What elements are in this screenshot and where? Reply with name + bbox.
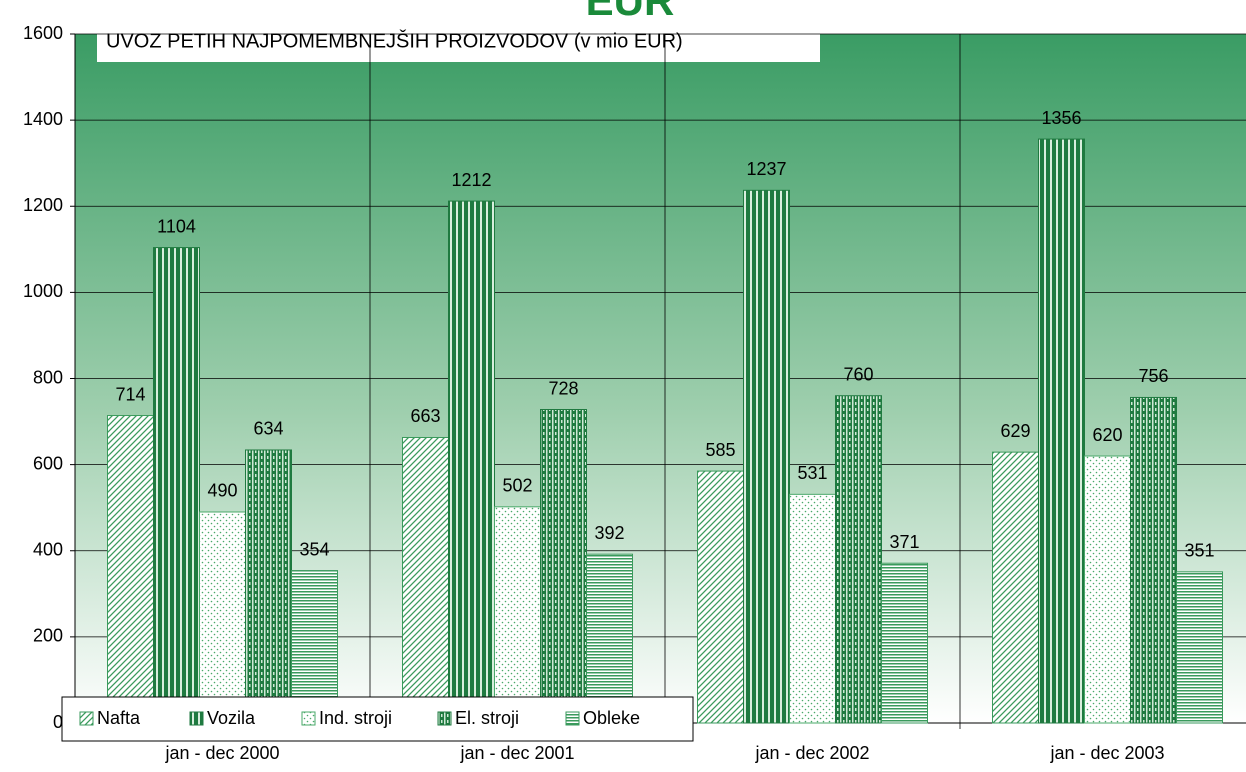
data-label: 351 <box>1184 541 1214 561</box>
y-tick-label: 1200 <box>23 195 63 215</box>
x-tick-label: jan - dec 2000 <box>164 743 279 763</box>
data-label: 1104 <box>157 216 196 236</box>
bar <box>107 415 154 724</box>
data-label: 629 <box>1000 421 1030 441</box>
legend-swatch <box>189 711 204 726</box>
bar <box>835 395 882 724</box>
x-tick-label: jan - dec 2002 <box>754 743 869 763</box>
bar <box>245 449 292 724</box>
legend-box <box>61 696 694 742</box>
x-tick-label: jan - dec 2003 <box>1049 743 1164 763</box>
y-tick-label: 400 <box>33 540 63 560</box>
subtitle-box <box>97 20 820 62</box>
bar <box>1084 455 1131 724</box>
legend-swatch <box>79 711 94 726</box>
y-tick-label: 200 <box>33 626 63 646</box>
bar <box>743 189 790 724</box>
bar <box>494 506 541 724</box>
y-tick-label: 600 <box>33 453 63 473</box>
y-tick-label: 1000 <box>23 281 63 301</box>
data-label: 760 <box>843 364 873 384</box>
y-tick-label: 0 <box>53 712 63 732</box>
legend-swatch <box>301 711 316 726</box>
data-label: 502 <box>502 476 532 496</box>
y-tick-label: 800 <box>33 367 63 387</box>
bar <box>586 553 633 724</box>
bar <box>789 493 836 724</box>
data-label: 634 <box>253 419 283 439</box>
data-label: 714 <box>115 384 145 404</box>
legend-label: Ind. stroji <box>319 708 392 728</box>
bar <box>153 247 200 724</box>
legend-label: Nafta <box>97 708 141 728</box>
data-label: 490 <box>207 481 237 501</box>
legend-swatch <box>565 711 580 726</box>
bar <box>697 470 744 724</box>
bar <box>1176 571 1223 724</box>
data-label: 585 <box>705 440 735 460</box>
data-label: 756 <box>1138 366 1168 386</box>
legend-label: El. stroji <box>455 708 519 728</box>
data-label: 1356 <box>1041 108 1081 128</box>
bar <box>1038 138 1085 724</box>
bar <box>1130 396 1177 724</box>
legend-label: Vozila <box>207 708 256 728</box>
data-label: 663 <box>410 406 440 426</box>
legend-swatch <box>437 711 452 726</box>
y-tick-label: 1400 <box>23 109 63 129</box>
data-label: 531 <box>797 463 827 483</box>
bar <box>448 200 495 724</box>
data-label: 728 <box>548 378 578 398</box>
y-tick-label: 1600 <box>23 23 63 43</box>
bar <box>402 436 449 724</box>
data-label: 371 <box>889 532 919 552</box>
bar <box>881 562 928 724</box>
bar <box>199 511 246 724</box>
data-label: 354 <box>299 539 329 559</box>
x-tick-label: jan - dec 2001 <box>459 743 574 763</box>
legend-label: Obleke <box>583 708 640 728</box>
data-label: 1212 <box>451 170 491 190</box>
data-label: 1237 <box>746 159 786 179</box>
data-label: 620 <box>1092 425 1122 445</box>
bar <box>540 409 587 724</box>
subtitle: UVOZ PETIH NAJPOMEMBNEJŠIH PROIZVODOV (v… <box>106 29 683 52</box>
bar <box>992 451 1039 724</box>
data-label: 392 <box>594 523 624 543</box>
